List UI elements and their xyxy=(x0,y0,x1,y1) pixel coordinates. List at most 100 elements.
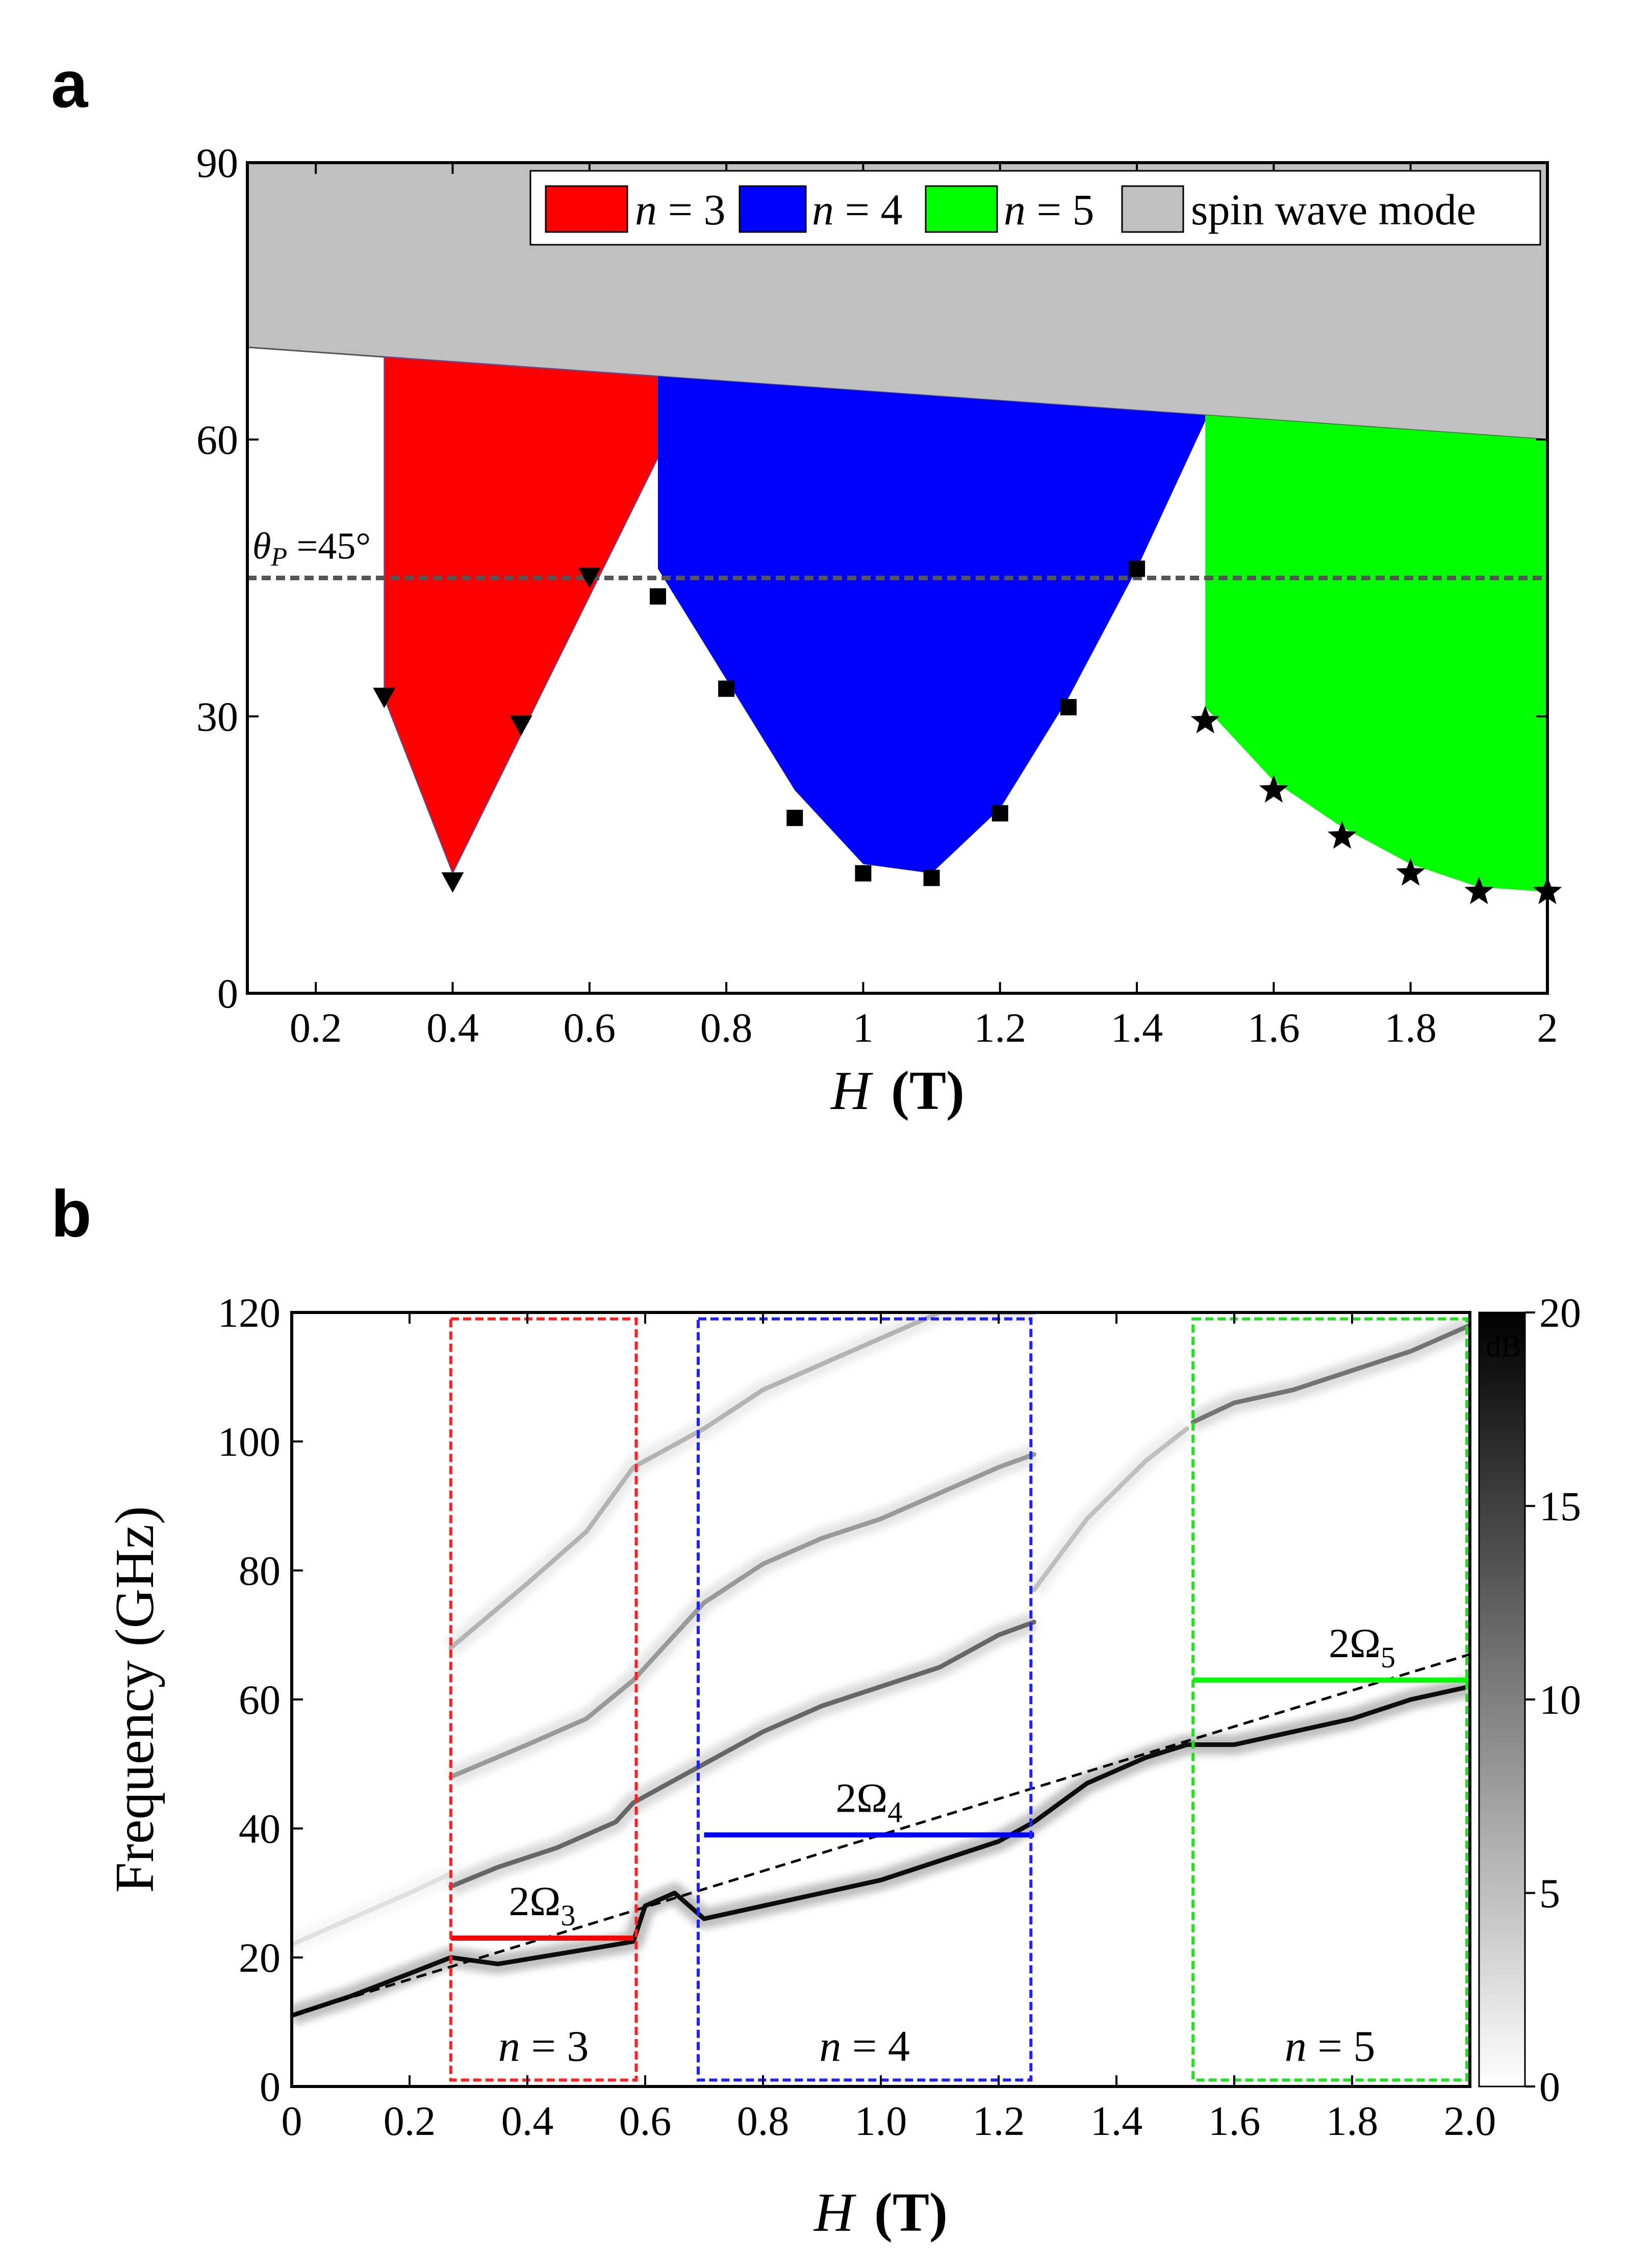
marker-triangle xyxy=(578,568,601,588)
legend-swatch-spin-wave xyxy=(1121,185,1184,233)
x-tick-label: 0 xyxy=(282,2098,302,2144)
marker-star xyxy=(1190,706,1220,734)
omega-main: 2Ω xyxy=(835,1775,887,1821)
x-tick-label: 1.8 xyxy=(1384,1004,1437,1051)
panel-a-plot-area xyxy=(247,163,1547,892)
x-tick-label: 1.4 xyxy=(1111,1004,1163,1051)
n-var: n xyxy=(498,2021,520,2070)
x-tick-label: 1.2 xyxy=(974,1004,1026,1051)
omega-main: 2Ω xyxy=(1329,1620,1381,1666)
omega-sub: 4 xyxy=(887,1796,902,1829)
omega-level-label: 2Ω4 xyxy=(835,1775,902,1829)
y-tick-label: 0 xyxy=(217,970,238,1017)
n-region-box xyxy=(449,1317,638,2082)
n-region-box xyxy=(696,1317,1033,2082)
legend-label-n4: n = 4 xyxy=(812,185,903,234)
x-tick-label: 1 xyxy=(853,1004,874,1051)
x-tick-label: 0.4 xyxy=(426,1004,479,1051)
marker-square xyxy=(718,680,735,697)
marker-triangle xyxy=(373,687,396,708)
marker-square xyxy=(855,865,872,882)
theta-p-label: θP =45° xyxy=(252,526,371,572)
panel-a-ticks: 0.2 0.4 0.6 0.8 1 1.2 1.4 1.6 1.8 2 0 30 60 90 xyxy=(196,140,1558,1051)
fit-dashed-line xyxy=(292,1653,1470,2017)
marker-square xyxy=(786,810,803,827)
y-tick-label: 0 xyxy=(260,2064,281,2110)
x-tick-label: 0.6 xyxy=(619,2098,672,2144)
marker-square xyxy=(1060,699,1077,715)
x-tick-label: 0.2 xyxy=(384,2098,436,2144)
n-value: = 4 xyxy=(841,2021,910,2070)
x-tick-label: 0.8 xyxy=(700,1004,753,1051)
marker-star xyxy=(1464,876,1494,905)
marker-square xyxy=(1129,560,1146,577)
omega-sub: 5 xyxy=(1381,1641,1395,1674)
trace-line xyxy=(448,1452,1036,1780)
panel-a-markers xyxy=(373,560,1562,905)
marker-triangle xyxy=(510,715,532,736)
omega-main: 2Ω xyxy=(508,1878,561,1924)
y-tick-label: 30 xyxy=(196,693,238,740)
n-var: n xyxy=(1285,2021,1307,2070)
omega-level-label: 2Ω5 xyxy=(1329,1620,1395,1674)
x-tick-label: 1.4 xyxy=(1090,2098,1143,2144)
region-n4 xyxy=(657,376,1206,873)
omega-level-label: 2Ω3 xyxy=(508,1878,575,1932)
y-tick-label: 90 xyxy=(196,140,238,186)
n-region-box xyxy=(1191,1317,1468,2082)
legend-box xyxy=(529,170,1541,246)
panel-b-x-axis-title: H (T) xyxy=(813,2182,948,2243)
x-tick-label: 0.6 xyxy=(564,1004,616,1051)
y-tick-label: 40 xyxy=(239,1806,281,1852)
marker-square xyxy=(923,869,940,886)
panel-b-background xyxy=(292,1312,1470,2086)
x-tick-label: 1.0 xyxy=(855,2098,907,2144)
colorbar xyxy=(1478,1311,1526,2087)
region-n3 xyxy=(384,356,658,875)
panel-a-frame xyxy=(246,161,1549,995)
marker-square xyxy=(649,588,666,605)
panel-a-x-axis-title: H (T) xyxy=(830,1061,964,1121)
n-region-label: n = 4 xyxy=(819,2021,910,2070)
omega-sub: 3 xyxy=(561,1899,575,1932)
colorbar-tick-label: 10 xyxy=(1539,1677,1581,1723)
legend-label-spin-wave: spin wave mode xyxy=(1191,185,1476,234)
y-tick-label: 60 xyxy=(196,417,238,463)
panel-a-legend: n = 3 n = 4 n = 5 spin wave mode xyxy=(529,170,1541,246)
trace-line xyxy=(292,1871,453,1947)
legend-swatch-n5 xyxy=(925,185,998,233)
x-tick-label: 1.6 xyxy=(1248,1004,1300,1051)
marker-star xyxy=(1259,775,1288,803)
trace-line xyxy=(448,1619,1036,1889)
n-region-label: n = 5 xyxy=(1285,2021,1376,2070)
trace-line xyxy=(292,1684,1470,2018)
colorbar-ticks: 0 5 10 15 20 xyxy=(1525,1290,1581,2110)
colorbar-tick-label: 15 xyxy=(1539,1483,1581,1530)
panel-b-label: b xyxy=(51,1176,91,1251)
y-tick-label: 100 xyxy=(218,1419,281,1465)
x-tick-label: 0.2 xyxy=(290,1004,342,1051)
legend-swatch-n4 xyxy=(739,185,807,233)
panel-b-plot-area xyxy=(292,1312,1470,2025)
colorbar-tick-label: 0 xyxy=(1539,2064,1560,2110)
trace-line xyxy=(448,1312,1036,1651)
x-tick-label: 1.6 xyxy=(1208,2098,1261,2144)
colorbar-unit-label: dB xyxy=(1486,1329,1521,1363)
n-var: n xyxy=(819,2021,841,2070)
trace-line xyxy=(1031,1426,1190,1592)
legend-swatch-n3 xyxy=(545,185,628,233)
y-tick-label: 80 xyxy=(239,1548,281,1594)
marker-star xyxy=(1328,821,1357,849)
panel-a-chart: θP =45° 0.2 0.4 0.6 0.8 1 1.2 1.4 1.6 1.8 2 0 30 60 9… xyxy=(196,140,1562,1121)
trace-line xyxy=(1190,1323,1470,1425)
x-tick-label: 0.4 xyxy=(501,2098,554,2144)
x-tick-label: 2 xyxy=(1537,1004,1558,1051)
marker-square xyxy=(991,805,1008,822)
x-tick-label: 1.2 xyxy=(973,2098,1025,2144)
y-tick-label: 20 xyxy=(239,1935,281,1981)
x-tick-label: 2.0 xyxy=(1444,2098,1496,2144)
region-n5 xyxy=(1205,415,1547,892)
